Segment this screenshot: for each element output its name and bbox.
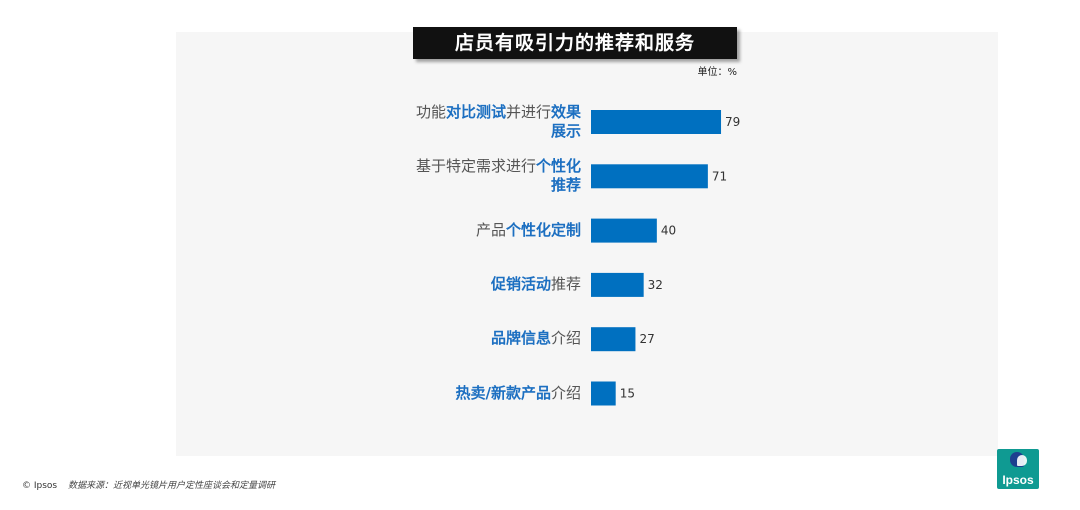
- copyright-text: © Ipsos: [22, 481, 58, 491]
- category-label-2-part-1: 基于特定需求进行: [415, 157, 536, 176]
- category-label-1: 功能对比测试并进行效果展示: [401, 103, 581, 141]
- value-label-1: 79: [725, 115, 740, 129]
- bar-5: [591, 327, 636, 352]
- category-label-5-part-2: 介绍: [550, 329, 581, 348]
- category-label-4-part-1: 促销活动: [490, 274, 551, 293]
- chart-panel: [176, 32, 998, 456]
- category-label-2: 基于特定需求进行个性化推荐: [401, 157, 581, 195]
- category-label-6: 热卖/新款产品介绍: [341, 383, 582, 403]
- unit-label: 单位：%: [697, 67, 737, 78]
- category-label-1-part-2: 对比测试: [445, 103, 506, 121]
- value-label-2: 71: [712, 169, 727, 183]
- category-label-1-part-3: 并进行: [505, 103, 551, 121]
- category-label-4-part-2: 推荐: [550, 274, 581, 293]
- category-label-4: 促销活动推荐: [341, 275, 581, 294]
- category-label-6-part-2: 介绍: [550, 383, 581, 402]
- value-label-5: 27: [639, 332, 654, 346]
- source-note: 数据来源：近视单光镜片用户定性座谈会和定量调研: [68, 481, 276, 491]
- footer: © Ipsos 数据来源：近视单光镜片用户定性座谈会和定量调研: [22, 478, 275, 491]
- value-label-6: 15: [620, 387, 635, 401]
- value-label-4: 32: [648, 278, 663, 292]
- category-label-5: 品牌信息介绍: [341, 329, 581, 348]
- bar-3: [591, 218, 657, 243]
- category-label-6-part-1: 热卖/新款产品: [455, 383, 551, 402]
- bar-2: [591, 164, 708, 189]
- category-label-2-part-2: 个性化推荐: [535, 157, 581, 195]
- value-label-3: 40: [661, 224, 676, 238]
- category-label-5-part-1: 品牌信息: [490, 329, 551, 348]
- category-label-3-part-1: 产品: [475, 220, 506, 239]
- chart-title: 店员有吸引力的推荐和服务: [413, 27, 737, 59]
- category-label-3: 产品个性化定制: [341, 221, 581, 240]
- logo-text: Ipsos: [1002, 473, 1034, 487]
- logo-bubble-icon-2: [1017, 455, 1027, 466]
- bar-1: [591, 110, 722, 134]
- bar-6: [591, 381, 616, 406]
- bar-4: [591, 272, 644, 297]
- ipsos-logo: Ipsos: [997, 449, 1039, 489]
- category-label-3-part-2: 个性化定制: [505, 220, 581, 239]
- category-label-1-part-1: 功能: [415, 103, 446, 121]
- category-label-1-part-4: 效果展示: [550, 103, 581, 140]
